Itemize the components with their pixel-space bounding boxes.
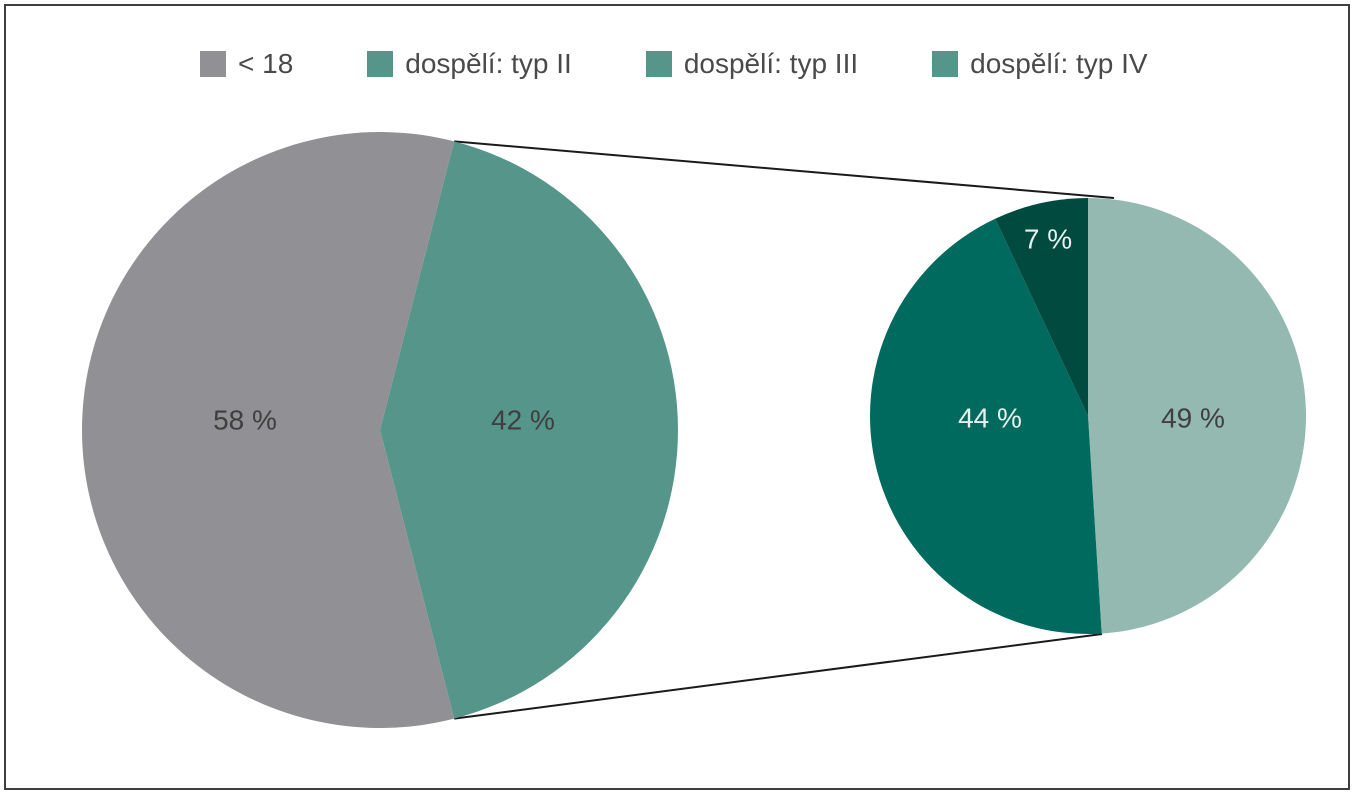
slice-typ-iv bbox=[995, 198, 1088, 416]
legend-swatch bbox=[200, 51, 226, 77]
connector-line-bottom bbox=[453, 633, 1103, 720]
legend-label: dospělí: typ III bbox=[683, 48, 859, 79]
main-pie: 58 % 42 % bbox=[82, 131, 679, 728]
slice-typ-iii bbox=[870, 218, 1102, 635]
slice-typ-ii bbox=[1088, 198, 1306, 634]
slice-label-adults: 42 % bbox=[491, 404, 555, 435]
legend-label: dospělí: typ II bbox=[405, 48, 572, 79]
slice-label-under-18: 58 % bbox=[213, 404, 277, 435]
connector-lines bbox=[453, 140, 1115, 720]
legend-label: < 18 bbox=[238, 48, 294, 79]
legend-item-typ-iv: dospělí: typ IV bbox=[932, 48, 1148, 80]
detail-pie: 49 % 44 % 7 % bbox=[870, 198, 1306, 635]
connector-line-top bbox=[454, 140, 1115, 199]
slice-label-typ-iii: 44 % bbox=[958, 402, 1022, 433]
legend-swatch bbox=[367, 51, 394, 77]
legend-label: dospělí: typ IV bbox=[970, 48, 1148, 79]
legend-item-typ-iii: dospělí: typ III bbox=[645, 48, 859, 80]
legend-swatch bbox=[932, 51, 959, 77]
legend-item-typ-ii: dospělí: typ II bbox=[367, 48, 572, 80]
legend-item-under-18: < 18 bbox=[200, 48, 293, 80]
slice-adults bbox=[380, 141, 679, 719]
slice-label-typ-iv: 7 % bbox=[1024, 223, 1072, 254]
slice-label-typ-ii: 49 % bbox=[1161, 402, 1225, 433]
legend: < 18 dospělí: typ II dospělí: typ III do… bbox=[200, 42, 1148, 86]
legend-swatch bbox=[645, 51, 672, 77]
slice-under-18 bbox=[82, 131, 455, 728]
